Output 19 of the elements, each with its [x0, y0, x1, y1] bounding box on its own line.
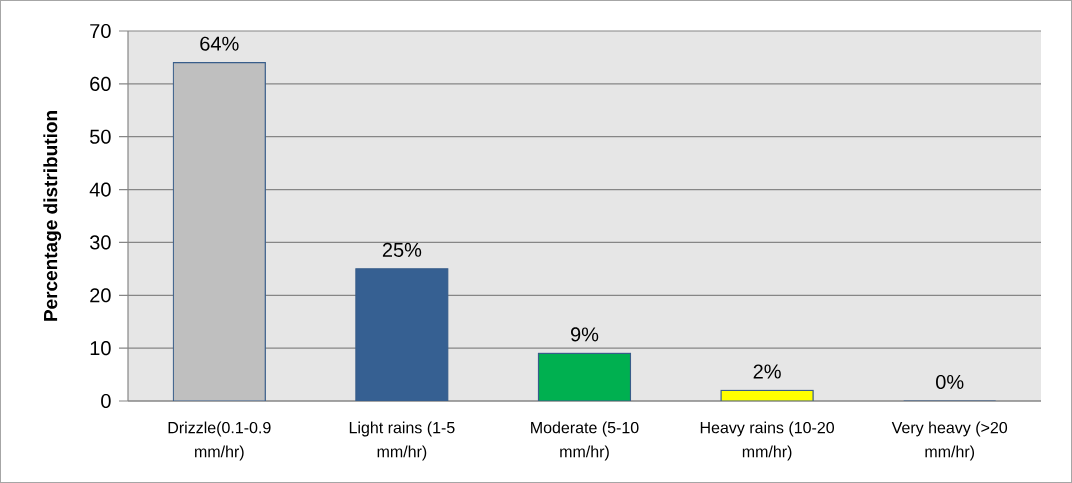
data-label: 25%: [382, 242, 422, 257]
y-tick-label: 50: [90, 129, 111, 144]
y-tick-label: 70: [90, 23, 111, 39]
x-tick-label: Moderate (5-10 mm/hr): [531, 421, 639, 461]
x-tick-label: Very heavy (>20 mm/hr): [891, 421, 1008, 461]
y-tick-label: 0: [101, 393, 111, 409]
x-tick-label: Heavy rains (10-20 mm/hr): [700, 421, 835, 461]
x-tick-label: Drizzle(0.1-0.9 mm/hr): [168, 421, 271, 461]
y-tick-label: 10: [90, 341, 111, 356]
y-axis-title: Percentage distribution: [43, 111, 62, 321]
data-label: 0%: [936, 374, 964, 390]
data-label: 9%: [570, 327, 599, 342]
data-label: 2%: [753, 364, 781, 379]
y-tick-label: 20: [90, 288, 111, 303]
data-label: 64%: [200, 36, 239, 51]
y-tick-label: 60: [90, 76, 111, 91]
y-tick-label: 40: [89, 182, 111, 197]
y-tick-label: 30: [89, 235, 111, 250]
x-tick-label: Light rains (1-5 mm/hr): [349, 421, 455, 461]
